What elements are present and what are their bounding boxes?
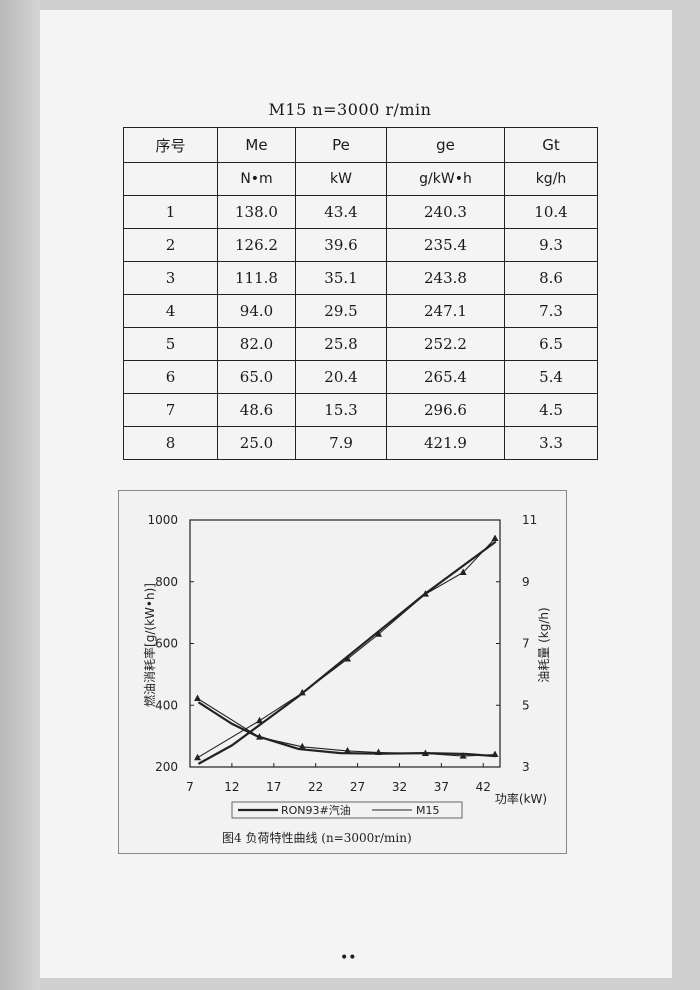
- table-units-row: N•m kW g/kW•h kg/h: [123, 162, 598, 196]
- unit-cell: g/kW•h: [386, 162, 505, 196]
- data-point: [459, 752, 467, 759]
- series-line: [197, 701, 496, 758]
- table-row: 8 25.0 7.9 421.9 3.3: [123, 426, 598, 460]
- x-tick-label: 27: [350, 780, 365, 794]
- unit-cell: kg/h: [504, 162, 598, 196]
- data-point: [459, 568, 467, 575]
- cell: 10.4: [504, 195, 598, 229]
- data-point: [344, 654, 352, 662]
- x-tick-label: 12: [224, 780, 239, 794]
- unit-cell: N•m: [217, 162, 296, 196]
- data-point: [256, 716, 264, 724]
- y-left-tick-label: 400: [155, 698, 178, 712]
- legend-label: M15: [416, 804, 440, 817]
- y-left-axis-label: 燃油消耗率[g/(kW•h)]: [142, 583, 157, 707]
- y-right-axis-label: 油耗量 (kg/h): [537, 607, 551, 682]
- cell: 4.5: [504, 393, 598, 427]
- y-right-tick-label: 3: [522, 760, 530, 774]
- y-left-tick-label: 600: [155, 637, 178, 651]
- x-tick-label: 37: [434, 780, 449, 794]
- cell: 7: [123, 393, 218, 427]
- y-left-tick-label: 200: [155, 760, 178, 774]
- cell: 94.0: [217, 294, 296, 328]
- cell: 15.3: [295, 393, 387, 427]
- y-right-tick-label: 7: [522, 637, 530, 651]
- header-cell: Me: [217, 127, 296, 163]
- chart-frame: [118, 490, 567, 854]
- cell: 9.3: [504, 228, 598, 262]
- table-row: 4 94.0 29.5 247.1 7.3: [123, 294, 598, 328]
- y-left-tick-label: 800: [155, 575, 178, 589]
- cell: 3.3: [504, 426, 598, 460]
- table-row: 7 48.6 15.3 296.6 4.5: [123, 393, 598, 427]
- legend-box: [231, 801, 463, 819]
- data-point: [194, 753, 202, 761]
- series-line: [197, 698, 496, 757]
- x-tick-label: 17: [266, 780, 281, 794]
- table-header-row: 序号 Me Pe ge Gt: [123, 127, 598, 163]
- y-left-tick-label: 1000: [147, 513, 178, 527]
- cell: 43.4: [295, 195, 387, 229]
- cell: 296.6: [386, 393, 505, 427]
- scan-shadow: [0, 0, 40, 990]
- data-point: [375, 748, 383, 755]
- cell: 7.9: [295, 426, 387, 460]
- x-tick-label: 42: [476, 780, 491, 794]
- cell: 126.2: [217, 228, 296, 262]
- data-point: [256, 733, 264, 740]
- y-right-tick-label: 11: [522, 513, 537, 527]
- data-point: [344, 746, 352, 754]
- cell: 265.4: [386, 360, 505, 394]
- x-tick-label: 32: [392, 780, 407, 794]
- cell: 6: [123, 360, 218, 394]
- x-axis-label: 功率(kW): [495, 791, 547, 806]
- unit-cell: kW: [295, 162, 387, 196]
- header-cell: 序号: [123, 127, 218, 163]
- data-point: [421, 749, 429, 756]
- data-point: [421, 590, 429, 597]
- table-title: M15 n=3000 r/min: [268, 100, 432, 119]
- header-cell: Pe: [295, 127, 387, 163]
- y-right-tick-label: 9: [522, 575, 530, 589]
- data-point: [298, 742, 306, 750]
- series-line: [197, 538, 496, 759]
- cell: 25.0: [217, 426, 296, 460]
- x-tick-label: 22: [308, 780, 323, 794]
- cell: 5.4: [504, 360, 598, 394]
- x-tick-label: 7: [186, 780, 194, 794]
- data-point: [375, 630, 383, 637]
- cell: 3: [123, 261, 218, 295]
- chart-caption: 图4 负荷特性曲线 (n=3000r/min): [222, 830, 412, 845]
- legend-label: RON93#汽油: [281, 803, 351, 817]
- cell: 5: [123, 327, 218, 361]
- data-point: [491, 750, 499, 758]
- data-point: [194, 694, 202, 701]
- data-table: 序号 Me Pe ge Gt N•m kW g/kW•h kg/h 1 138.0…: [123, 127, 598, 460]
- cell: 1: [123, 195, 218, 229]
- cell: 6.5: [504, 327, 598, 361]
- unit-cell: [123, 162, 218, 196]
- data-point: [298, 688, 306, 696]
- table-row: 5 82.0 25.8 252.2 6.5: [123, 327, 598, 361]
- y-right-tick-label: 5: [522, 698, 530, 712]
- cell: 39.6: [295, 228, 387, 262]
- header-cell: ge: [386, 127, 505, 163]
- plot-area: [189, 519, 501, 768]
- cell: 111.8: [217, 261, 296, 295]
- page-marker: ••: [340, 950, 357, 966]
- cell: 138.0: [217, 195, 296, 229]
- series-line: [197, 540, 497, 765]
- cell: 8.6: [504, 261, 598, 295]
- cell: 252.2: [386, 327, 505, 361]
- data-point: [491, 534, 499, 542]
- cell: 421.9: [386, 426, 505, 460]
- table-row: 2 126.2 39.6 235.4 9.3: [123, 228, 598, 262]
